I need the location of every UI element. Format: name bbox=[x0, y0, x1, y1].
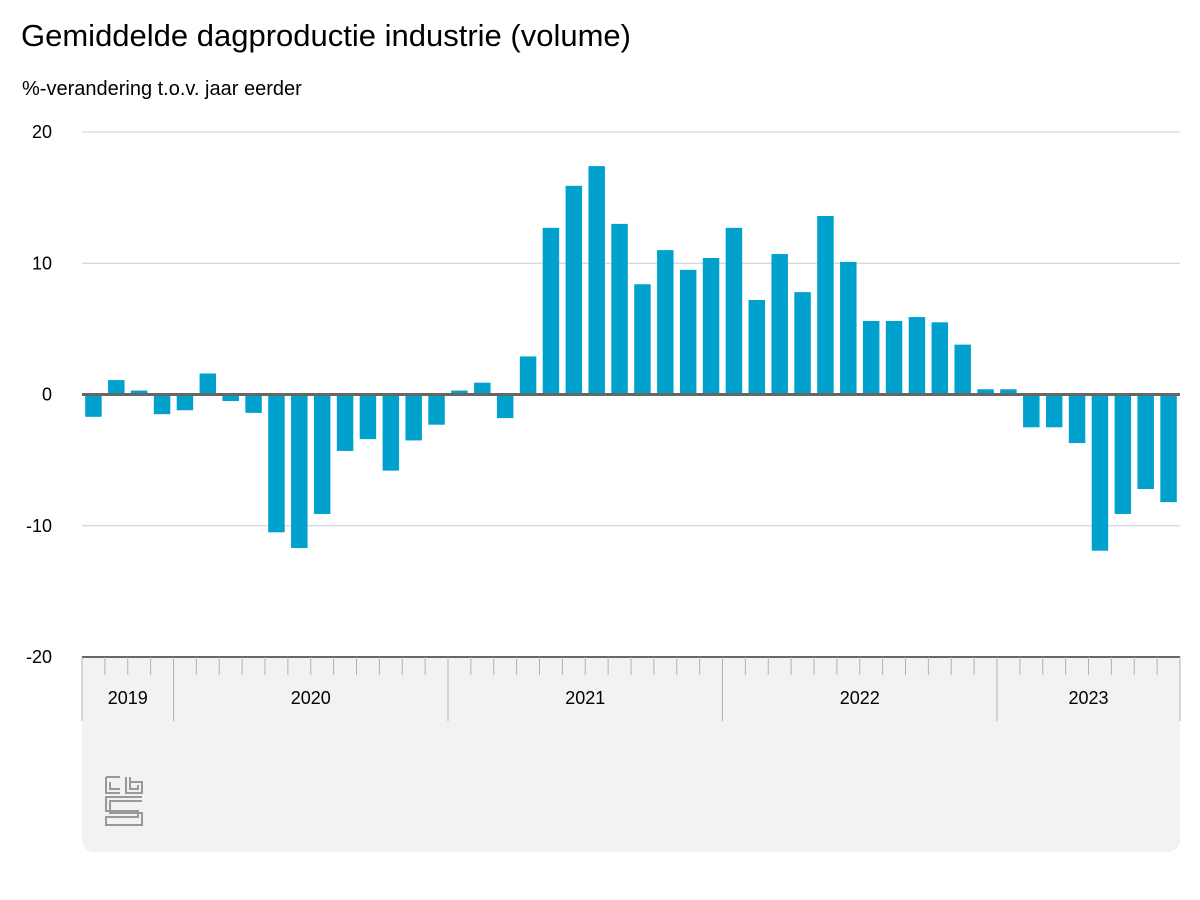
year-label-2019: 2019 bbox=[108, 688, 148, 708]
bar-2019-12 bbox=[153, 394, 171, 415]
x-axis-year-labels: 2019 2020 2021 2022 2023 bbox=[108, 688, 1109, 708]
bar-2023-07 bbox=[1137, 394, 1154, 489]
year-label-2020: 2020 bbox=[291, 688, 331, 708]
bar-2020-02 bbox=[199, 373, 217, 395]
gridlines bbox=[82, 131, 1180, 527]
bar-2020-09 bbox=[359, 394, 377, 440]
bar-2021-05 bbox=[542, 227, 560, 395]
bar-2023-03 bbox=[1045, 394, 1063, 428]
bar-2020-08 bbox=[336, 394, 354, 451]
bar-2020-03 bbox=[222, 394, 239, 402]
bar-2021-12 bbox=[702, 258, 720, 395]
y-tick-label: 10 bbox=[32, 253, 52, 273]
y-tick-label: 0 bbox=[42, 385, 52, 405]
bar-2022-10 bbox=[931, 322, 949, 395]
year-label-2021: 2021 bbox=[565, 688, 605, 708]
bar-2020-05 bbox=[268, 394, 285, 533]
bar-2022-03 bbox=[771, 254, 788, 395]
bar-2023-04 bbox=[1068, 394, 1086, 444]
bar-2019-10 bbox=[108, 380, 125, 395]
bar-2020-06 bbox=[291, 394, 308, 549]
bar-2020-12 bbox=[428, 394, 445, 425]
y-tick-label: -10 bbox=[26, 516, 52, 536]
bar-2023-06 bbox=[1114, 394, 1132, 514]
year-label-2023: 2023 bbox=[1068, 688, 1108, 708]
bar-2023-01 bbox=[1000, 389, 1017, 395]
bar-2019-11 bbox=[130, 390, 148, 395]
bar-2021-01 bbox=[451, 390, 468, 395]
bar-2022-02 bbox=[748, 300, 766, 395]
bar-2020-07 bbox=[313, 394, 331, 514]
bar-2022-06 bbox=[840, 261, 857, 395]
bar-2019-09 bbox=[85, 394, 102, 417]
bar-2021-02 bbox=[474, 382, 491, 395]
bar-2021-07 bbox=[588, 166, 605, 395]
bar-2021-03 bbox=[496, 394, 514, 419]
axis-panel bbox=[82, 657, 1180, 852]
cbs-logo-icon bbox=[105, 776, 143, 826]
year-label-2022: 2022 bbox=[840, 688, 880, 708]
y-axis-tick-labels: 20 10 0 -10 -20 bbox=[26, 122, 52, 667]
bar-2020-04 bbox=[245, 394, 262, 413]
bar-2022-04 bbox=[794, 292, 811, 395]
y-tick-label: -20 bbox=[26, 647, 52, 667]
bar-2022-08 bbox=[885, 321, 903, 395]
bar-2021-08 bbox=[611, 223, 628, 395]
bar-2023-08 bbox=[1160, 394, 1177, 503]
bar-2020-11 bbox=[405, 394, 422, 441]
bar-2023-05 bbox=[1091, 394, 1109, 551]
bar-2021-11 bbox=[679, 269, 697, 395]
chart-subtitle: %-verandering t.o.v. jaar eerder bbox=[22, 78, 302, 100]
bar-2022-11 bbox=[954, 344, 971, 395]
x-axis-ticks bbox=[81, 656, 1181, 721]
bar-2023-02 bbox=[1023, 394, 1040, 428]
bar-2021-10 bbox=[657, 250, 674, 395]
bar-2022-12 bbox=[977, 389, 994, 395]
bar-2022-07 bbox=[862, 321, 880, 395]
bars bbox=[85, 166, 1177, 551]
bar-2021-04 bbox=[519, 356, 537, 395]
chart-title: Gemiddelde dagproductie industrie (volum… bbox=[21, 18, 631, 53]
bar-2021-09 bbox=[634, 284, 651, 395]
bar-2022-01 bbox=[725, 227, 743, 395]
bar-2022-09 bbox=[908, 317, 926, 395]
bar-2020-10 bbox=[382, 394, 400, 471]
y-tick-label: 20 bbox=[32, 122, 52, 142]
bar-2021-06 bbox=[565, 185, 583, 395]
bar-2020-01 bbox=[176, 394, 194, 411]
bar-2022-05 bbox=[817, 216, 834, 395]
